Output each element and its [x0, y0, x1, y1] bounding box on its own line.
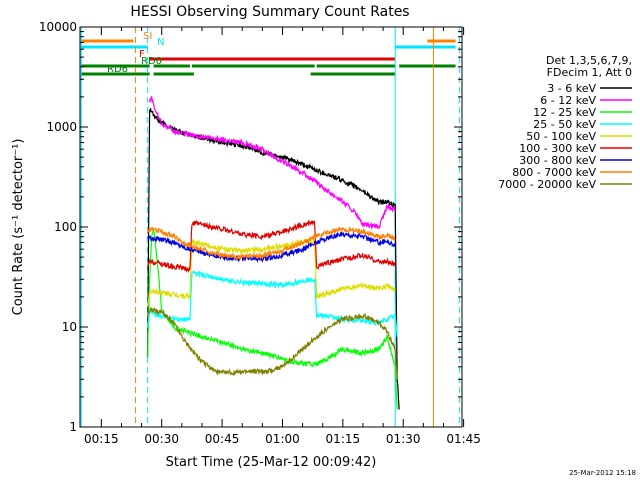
chart-title: HESSI Observing Summary Count Rates [130, 4, 409, 20]
series-line [149, 96, 396, 230]
x-tick-label: 01:45 [446, 432, 481, 446]
legend-entry: 7000 - 20000 keV [498, 178, 596, 191]
x-axis-label: Start Time (25-Mar-12 00:09:42) [166, 455, 377, 470]
y-tick-label: 10000 [39, 20, 77, 34]
legend-header: Det 1,3,5,6,7,9, [546, 54, 632, 67]
axis-layer: 00:15 00:30 00:45 01:00 01:15 01:30 01:45 1 10 10… [39, 20, 481, 446]
flag-label: N [157, 37, 164, 48]
x-tick-label: 00:15 [84, 432, 119, 446]
legend-entry: 100 - 300 keV [519, 142, 596, 155]
legend-entry: 3 - 6 keV [547, 82, 596, 95]
y-tick-label: 1 [69, 420, 77, 434]
legend-entry: 6 - 12 keV [540, 94, 596, 107]
x-tick-label: 01:00 [265, 432, 300, 446]
y-tick-label: 100 [54, 220, 77, 234]
x-tick-label: 00:45 [205, 432, 240, 446]
legend: Det 1,3,5,6,7,9,FDecim 1, Att 0 3 - 6 keV… [498, 54, 632, 191]
footer-date: 25-Mar-2012 15:18 [569, 469, 636, 477]
x-tick-label: 00:30 [144, 432, 179, 446]
series-line [147, 228, 398, 410]
flag-label: F [139, 49, 145, 60]
y-axis-label: Count Rate (s⁻¹ detector⁻¹) [11, 139, 26, 316]
legend-header: FDecim 1, Att 0 [547, 66, 632, 79]
series-line [147, 270, 398, 337]
legend-entry: 12 - 25 keV [533, 106, 596, 119]
legend-entry: 50 - 100 keV [526, 130, 596, 143]
series-line [147, 307, 398, 380]
series-line [147, 237, 396, 307]
x-tick-label: 01:15 [326, 432, 361, 446]
series-line [147, 226, 396, 261]
legend-entry: 25 - 50 keV [533, 118, 596, 131]
flag-label: SI [143, 31, 152, 42]
flag-label: RD6 [107, 64, 128, 75]
flag-label: RD0 [141, 56, 162, 67]
series-layer [147, 96, 400, 410]
series-line [147, 219, 396, 274]
legend-entry: 800 - 7000 keV [512, 166, 596, 179]
legend-entry: 300 - 800 keV [519, 154, 596, 167]
y-tick-label: 1000 [46, 120, 77, 134]
y-tick-label: 10 [62, 320, 77, 334]
x-tick-label: 01:30 [386, 432, 421, 446]
